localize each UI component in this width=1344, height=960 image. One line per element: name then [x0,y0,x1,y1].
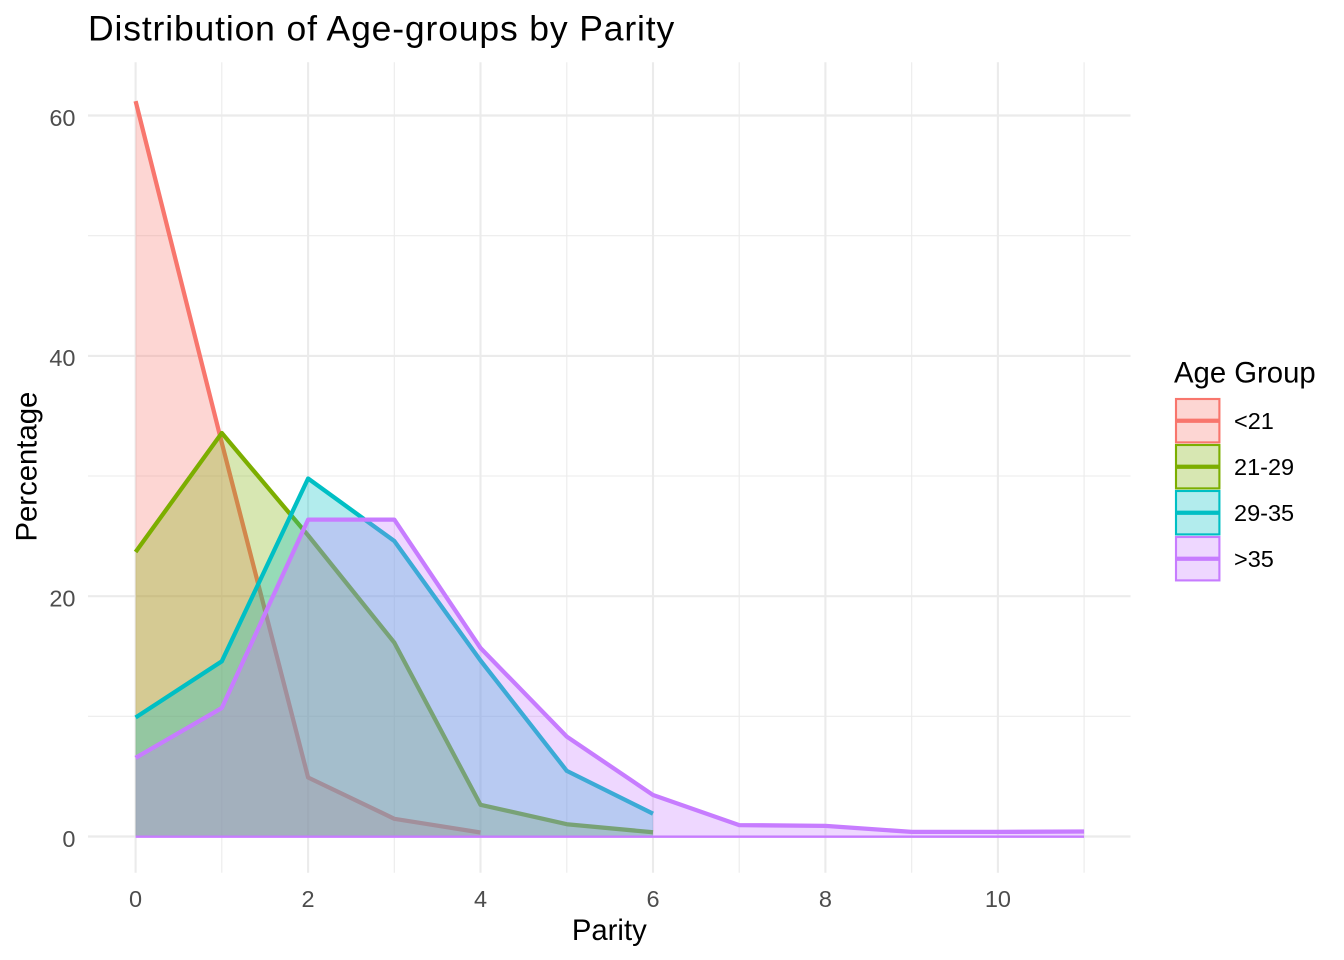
svg-text:0: 0 [62,826,75,852]
svg-text:29-35: 29-35 [1234,500,1294,526]
svg-text:<21: <21 [1234,408,1274,434]
svg-text:4: 4 [474,886,487,912]
svg-text:60: 60 [49,105,75,131]
svg-text:Parity: Parity [572,914,647,947]
svg-text:Distribution of Age-groups by: Distribution of Age-groups by Parity [88,9,675,49]
svg-text:21-29: 21-29 [1234,454,1294,480]
svg-text:2: 2 [302,886,315,912]
svg-text:6: 6 [646,886,659,912]
svg-text:8: 8 [819,886,832,912]
svg-text:40: 40 [49,345,75,371]
svg-text:20: 20 [49,586,75,612]
svg-text:Percentage: Percentage [11,392,44,542]
svg-text:Age Group: Age Group [1174,356,1316,389]
svg-text:0: 0 [129,886,142,912]
svg-text:10: 10 [985,886,1011,912]
svg-text:>35: >35 [1234,546,1274,572]
